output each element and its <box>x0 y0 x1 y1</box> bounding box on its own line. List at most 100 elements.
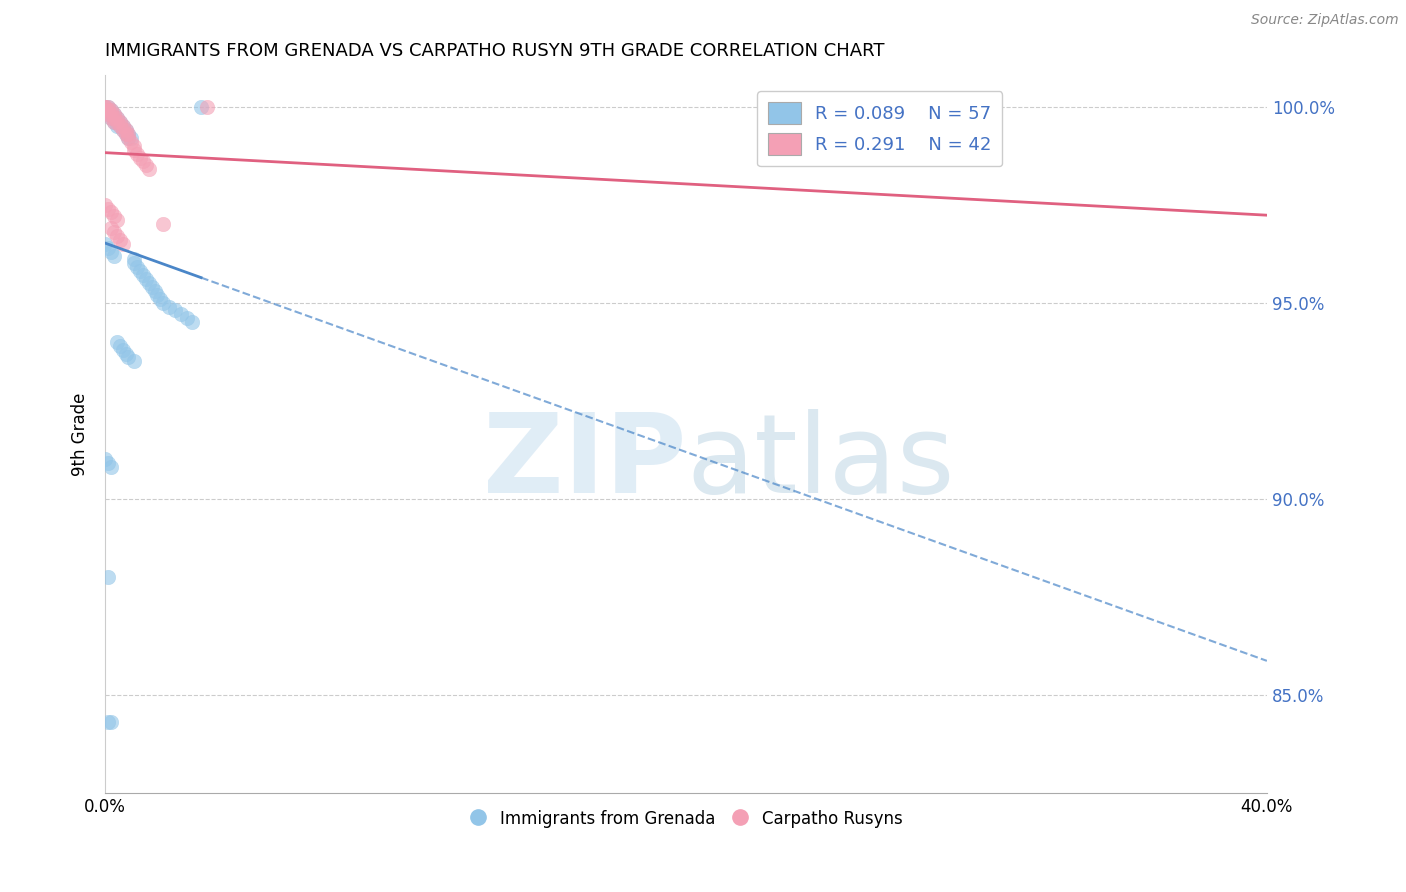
Point <box>105 213 128 227</box>
Point <box>132 154 155 169</box>
Point <box>94 99 117 113</box>
Point <box>100 107 122 121</box>
Point <box>122 256 145 270</box>
Point <box>111 119 134 133</box>
Point <box>120 135 142 149</box>
Point <box>122 252 145 267</box>
Point <box>114 123 136 137</box>
Point <box>132 268 155 282</box>
Point <box>114 123 136 137</box>
Point <box>114 346 136 360</box>
Point <box>135 272 157 286</box>
Point <box>108 119 131 133</box>
Point <box>111 123 134 137</box>
Point <box>108 119 131 133</box>
Text: ZIP: ZIP <box>482 409 686 516</box>
Point <box>94 103 117 118</box>
Point <box>117 351 139 365</box>
Point <box>170 307 193 321</box>
Point <box>105 119 128 133</box>
Point <box>149 292 172 306</box>
Point <box>135 158 157 172</box>
Point <box>146 287 169 301</box>
Point <box>108 233 131 247</box>
Point <box>94 452 117 467</box>
Point <box>111 119 134 133</box>
Point <box>129 264 152 278</box>
Point <box>97 241 120 255</box>
Point <box>122 138 145 153</box>
Point <box>141 280 163 294</box>
Point <box>103 112 125 126</box>
Point <box>117 127 139 141</box>
Point <box>105 112 128 126</box>
Point <box>152 217 174 231</box>
Point <box>94 103 117 118</box>
Point <box>143 284 166 298</box>
Point <box>94 236 117 251</box>
Point <box>94 197 117 211</box>
Point <box>108 115 131 129</box>
Point <box>100 715 122 730</box>
Point <box>103 107 125 121</box>
Point <box>105 229 128 244</box>
Point <box>127 260 149 275</box>
Text: atlas: atlas <box>686 409 955 516</box>
Legend: Immigrants from Grenada, Carpatho Rusyns: Immigrants from Grenada, Carpatho Rusyns <box>463 803 910 835</box>
Point <box>97 103 120 118</box>
Point <box>100 112 122 126</box>
Point <box>108 339 131 353</box>
Point <box>117 131 139 145</box>
Point <box>100 460 122 475</box>
Point <box>108 115 131 129</box>
Point <box>97 107 120 121</box>
Point <box>114 127 136 141</box>
Point <box>120 131 142 145</box>
Point <box>117 131 139 145</box>
Point <box>111 343 134 357</box>
Point <box>97 107 120 121</box>
Point <box>97 99 120 113</box>
Point <box>138 276 160 290</box>
Point <box>163 303 186 318</box>
Text: IMMIGRANTS FROM GRENADA VS CARPATHO RUSYN 9TH GRADE CORRELATION CHART: IMMIGRANTS FROM GRENADA VS CARPATHO RUSY… <box>105 42 884 60</box>
Point <box>97 103 120 118</box>
Point <box>100 103 122 118</box>
Point <box>111 123 134 137</box>
Point <box>100 107 122 121</box>
Y-axis label: 9th Grade: 9th Grade <box>72 392 89 475</box>
Point <box>100 205 122 219</box>
Point <box>103 210 125 224</box>
Point <box>97 570 120 584</box>
Point <box>122 354 145 368</box>
Point <box>114 127 136 141</box>
Point <box>100 221 122 235</box>
Text: Source: ZipAtlas.com: Source: ZipAtlas.com <box>1251 13 1399 28</box>
Point <box>129 151 152 165</box>
Point <box>103 115 125 129</box>
Point <box>100 244 122 259</box>
Point <box>195 99 218 113</box>
Point <box>157 300 180 314</box>
Point <box>103 248 125 262</box>
Point <box>105 334 128 349</box>
Point <box>100 103 122 118</box>
Point <box>97 715 120 730</box>
Point <box>105 112 128 126</box>
Point <box>190 99 212 113</box>
Point <box>181 315 204 329</box>
Point <box>105 115 128 129</box>
Point <box>122 143 145 157</box>
Point <box>97 202 120 216</box>
Point <box>103 115 125 129</box>
Point <box>100 112 122 126</box>
Point <box>152 295 174 310</box>
Point <box>111 236 134 251</box>
Point <box>94 99 117 113</box>
Point <box>138 162 160 177</box>
Point <box>97 99 120 113</box>
Point <box>97 456 120 470</box>
Point <box>176 311 198 326</box>
Point <box>127 146 149 161</box>
Point <box>103 112 125 126</box>
